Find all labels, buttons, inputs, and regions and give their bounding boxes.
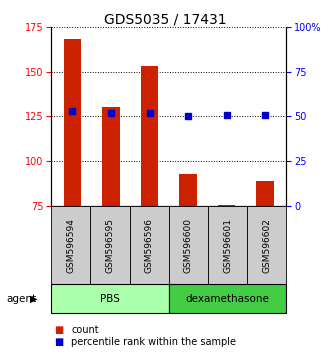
Text: GDS5035 / 17431: GDS5035 / 17431 — [104, 12, 227, 27]
Bar — [141, 66, 158, 206]
Bar — [179, 174, 197, 206]
Text: PBS: PBS — [100, 294, 120, 304]
Text: GSM596594: GSM596594 — [67, 218, 75, 273]
Text: dexamethasone: dexamethasone — [186, 294, 269, 304]
Text: GSM596596: GSM596596 — [145, 218, 154, 273]
Text: agent: agent — [7, 294, 37, 304]
Bar — [257, 181, 274, 206]
Text: count: count — [71, 325, 99, 335]
Text: GSM596601: GSM596601 — [223, 218, 232, 273]
Bar — [102, 108, 120, 206]
Bar — [218, 205, 235, 206]
Text: ■: ■ — [55, 337, 64, 347]
Text: GSM596595: GSM596595 — [106, 218, 115, 273]
Text: percentile rank within the sample: percentile rank within the sample — [71, 337, 236, 347]
Bar — [64, 39, 81, 206]
Text: GSM596600: GSM596600 — [184, 218, 193, 273]
Text: GSM596602: GSM596602 — [262, 218, 271, 273]
Text: ▶: ▶ — [30, 294, 38, 304]
Text: ■: ■ — [55, 325, 64, 335]
